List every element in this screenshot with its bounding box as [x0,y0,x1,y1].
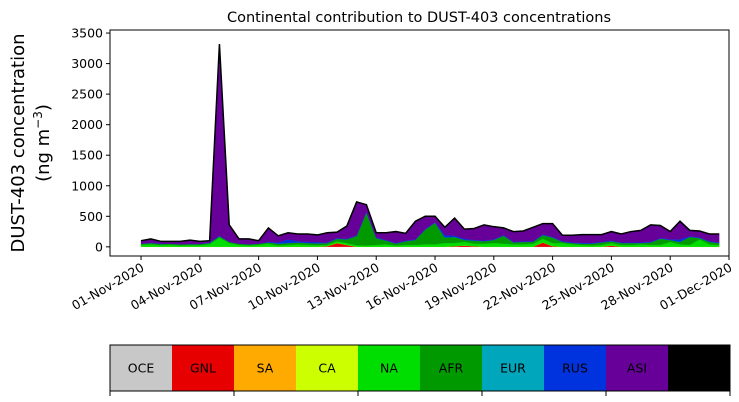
y-tick-label: 1500 [71,148,103,163]
legend-label-sa: SA [257,361,274,376]
legend-label-gnl: GNL [190,361,216,376]
area-asi [140,44,720,245]
legend-swatch-sa [234,345,296,391]
y-axis-label-units-text: (ng m [33,129,54,182]
stacked-area-series [140,44,720,247]
y-axis: 0 500 1000 1500 2000 2500 3000 3500 [71,26,110,254]
y-axis-label-units-exponent: −3 [31,111,45,129]
y-tick-label: 0 [95,239,103,254]
total-outline [140,44,720,243]
legend-label-ca: CA [318,361,336,376]
y-tick-label: 2500 [71,87,103,102]
y-tick-label: 2000 [71,117,103,132]
legend-label-aus: AUS [686,361,712,376]
chart-title: Continental contribution to DUST-403 con… [227,10,611,26]
y-axis-label-units: (ng m−3) [31,104,54,182]
y-axis-label: DUST-403 concentration [8,33,29,252]
legend-label-rus: RUS [562,361,588,376]
legend-swatch-aus [668,345,730,391]
legend-label-oce: OCE [128,361,155,376]
legend-label-na: NA [380,361,398,376]
x-axis: 01-Nov-202004-Nov-202007-Nov-202010-Nov-… [69,256,735,313]
legend-swatch-gnl [172,345,234,391]
legend-swatch-na [358,345,420,391]
y-tick-label: 3500 [71,26,103,41]
color-legend: OCE GNL SA CA NA AFR EUR RUS ASI AUS [109,344,731,396]
legend-swatch-oce [110,345,172,391]
y-axis-label-units-close: ) [33,104,54,111]
legend-swatch-asi [606,345,668,391]
legend-label-afr: AFR [439,361,464,376]
plot-frame [109,29,730,257]
legend-swatch-rus [544,345,606,391]
legend-swatch-ca [296,345,358,391]
y-tick-label: 1000 [71,178,103,193]
y-tick-label: 3000 [71,56,103,71]
legend-label-eur: EUR [500,361,526,376]
legend-swatch-afr [420,345,482,391]
legend-label-asi: ASI [627,361,647,376]
legend-swatch-eur [482,345,544,391]
y-tick-label: 500 [79,209,103,224]
legend-frame [109,344,731,392]
